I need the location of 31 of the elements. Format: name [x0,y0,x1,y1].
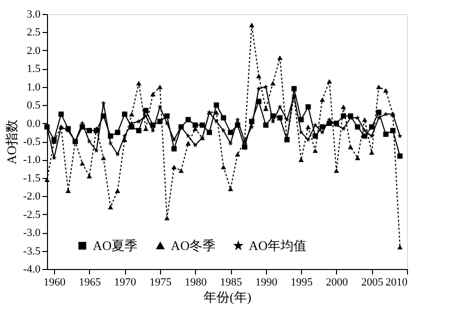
x-tick-label: 2005 [361,276,384,288]
x-tick-label: 2010 [386,276,408,288]
legend-label: AO年均值 [248,238,307,253]
y-tick-label: -2.0 [23,190,41,203]
y-tick-label: 1.5 [26,63,41,76]
y-tick-label: -3.5 [23,245,41,258]
y-tick-label: 0.0 [26,118,41,130]
y-tick-label: 0.5 [26,100,41,112]
y-tick-label: 2.0 [26,44,41,57]
x-tick-label: 1960 [44,276,66,288]
x-tick-label: 1990 [255,276,278,288]
y-tick-label: -1.5 [23,172,41,184]
x-tick-label: 1985 [220,276,243,288]
x-tick-label: 1975 [149,276,172,288]
legend-label: AO冬季 [170,238,216,253]
y-tick-label: 3.0 [26,8,41,20]
y-tick-label: 2.5 [26,26,41,39]
x-tick-label: 1995 [290,276,314,288]
y-tick-label: -1.0 [23,154,41,166]
x-axis-title: 年份(年) [204,290,252,304]
x-tick-label: 1980 [184,276,208,288]
y-tick-label: -2.5 [23,208,41,221]
x-tick-label: 1965 [78,276,102,288]
y-axis-title: AO指数 [4,120,20,164]
y-tick-label: -3.0 [23,227,41,240]
legend-label: AO夏季 [92,238,138,253]
y-tick-label: -0.5 [23,136,41,148]
y-tick-label: 1.0 [26,81,41,94]
x-tick-label: 1970 [114,276,137,288]
x-tick-label: 2000 [326,276,348,288]
y-tick-label: -4.0 [23,264,41,276]
